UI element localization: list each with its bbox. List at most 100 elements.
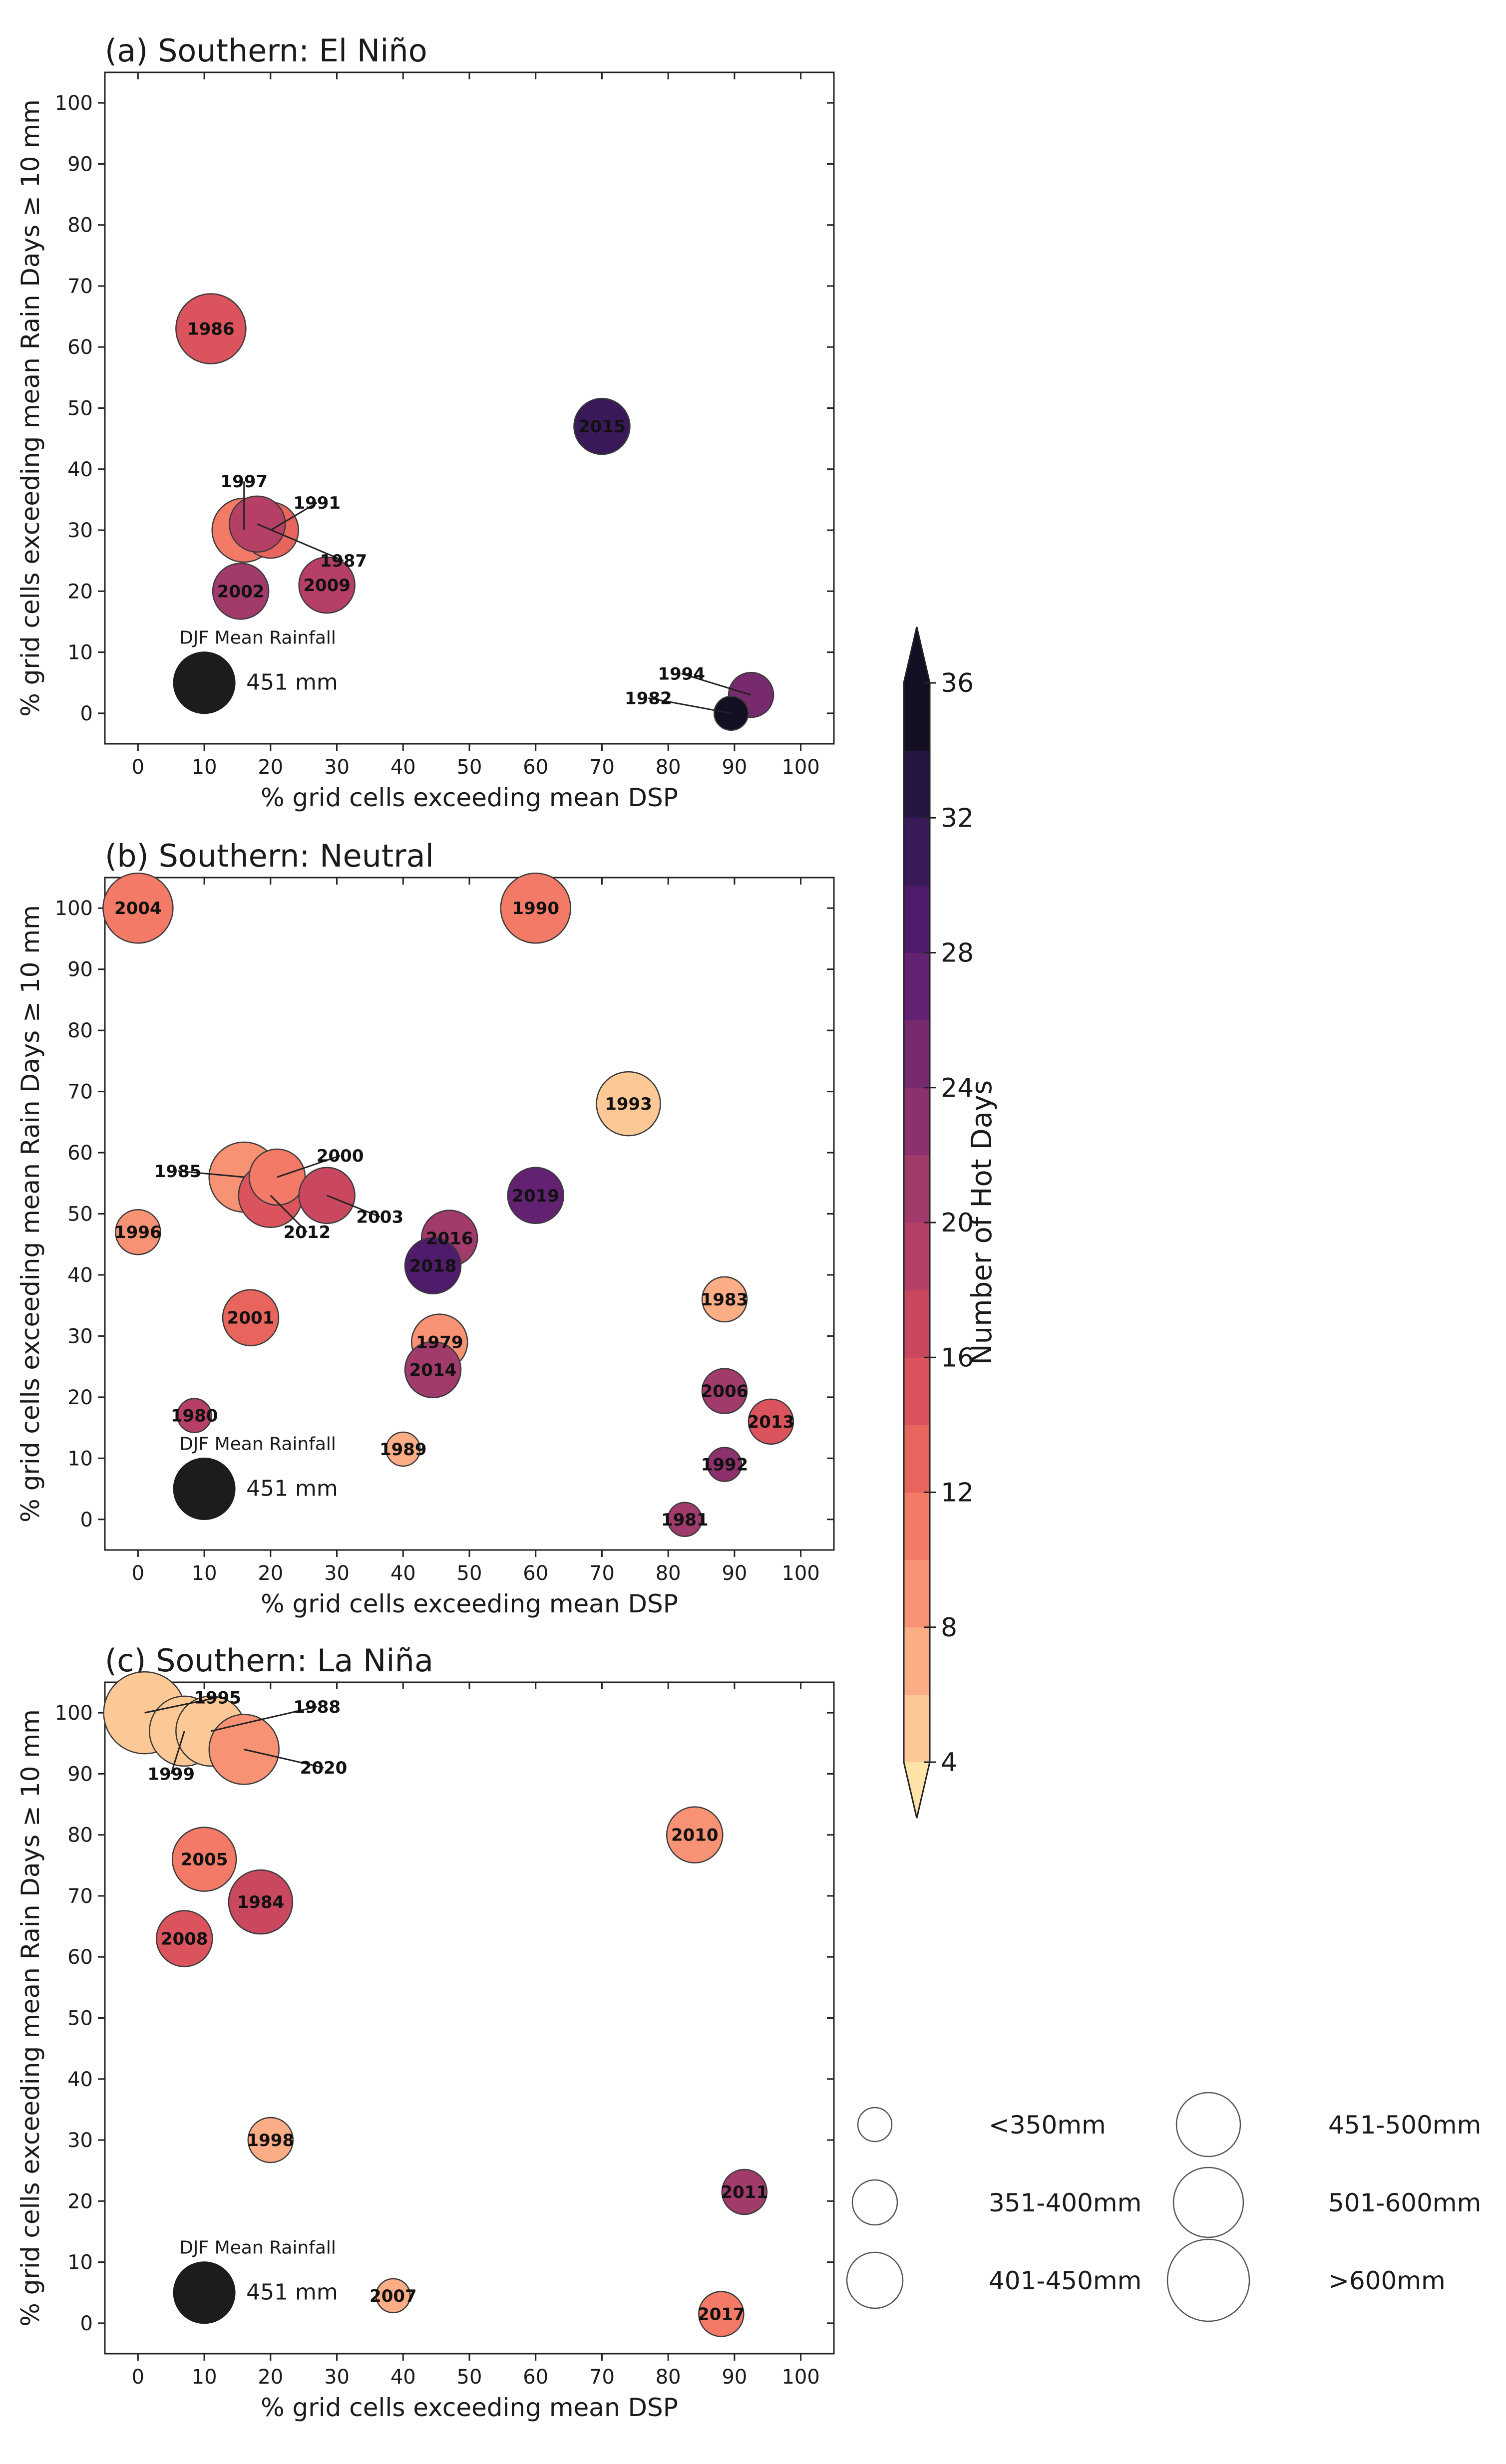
size-legend-marker [857, 2107, 893, 2143]
x-tick-label: 40 [390, 1562, 416, 1585]
bubble-2006 [701, 1368, 748, 1414]
bubble-label: 2017 [698, 2305, 745, 2325]
bubble-label: 1985 [154, 1162, 202, 1182]
bubble-label: 2020 [300, 1758, 348, 1778]
bubble-1990 [500, 872, 571, 944]
y-tick-label: 40 [67, 1264, 93, 1287]
size-legend-label: 451-500mm [1328, 2111, 1481, 2140]
y-tick-label: 30 [67, 1325, 93, 1348]
bubble-2013 [748, 1398, 794, 1445]
leader-line [270, 502, 318, 531]
x-tick-label: 50 [457, 1562, 482, 1585]
y-tick-label: 80 [67, 1824, 93, 1847]
x-tick-label: 10 [192, 756, 217, 779]
bubble-label: 1981 [661, 1510, 709, 1530]
leader-line [170, 1731, 185, 1774]
y-tick-label: 100 [55, 897, 93, 920]
colorbar-segment [904, 1425, 930, 1493]
colorbar-tick-label: 20 [941, 1208, 974, 1238]
y-tick-label: 0 [80, 2312, 93, 2335]
x-tick-label: 40 [390, 2366, 416, 2389]
colorbar-segment [904, 683, 930, 751]
colorbar-segment [904, 1559, 930, 1628]
bubble-label: 1989 [379, 1440, 427, 1460]
y-tick-label: 60 [67, 1946, 93, 1969]
x-tick-label: 50 [457, 2366, 482, 2389]
y-axis-label: % grid cells exceeding mean Rain Days ≥ … [16, 99, 45, 717]
x-tick-label: 60 [523, 2366, 548, 2389]
y-tick-label: 90 [67, 958, 93, 981]
bubble-label: 1979 [416, 1333, 463, 1353]
bubble-label: 1997 [220, 472, 268, 492]
bubble-2017 [698, 2291, 745, 2337]
y-tick-label: 30 [67, 519, 93, 542]
y-tick-label: 20 [67, 2190, 93, 2213]
x-tick-label: 70 [589, 2366, 615, 2389]
x-axis-label: % grid cells exceeding mean DSP [261, 783, 678, 812]
y-tick-label: 0 [80, 1509, 93, 1532]
colorbar-segment [904, 952, 930, 1021]
leader-line [648, 697, 732, 714]
x-tick-label: 80 [656, 756, 681, 779]
y-tick-label: 20 [67, 580, 93, 603]
bubble-label: 1984 [237, 1892, 285, 1912]
leader-line [681, 672, 752, 696]
y-tick-label: 100 [55, 1702, 93, 1725]
x-axis-label: % grid cells exceeding mean DSP [261, 1589, 678, 1618]
bubble-1980 [176, 1398, 212, 1433]
colorbar-tick-label: 24 [941, 1073, 974, 1103]
bubble-label: 2007 [370, 2286, 417, 2306]
colorbar-segment [904, 1357, 930, 1425]
bubble-2011 [721, 2168, 768, 2215]
colorbar-segment [904, 885, 930, 953]
x-tick-label: 30 [324, 756, 350, 779]
panel-2: (b) Southern: Neutral 0 10 20 30 40 50 60 70 80 90… [16, 838, 835, 1618]
leader-line [211, 1706, 318, 1732]
x-tick-label: 20 [258, 756, 283, 779]
bubble-label: 1983 [701, 1290, 749, 1310]
bubble-1986 [175, 293, 247, 364]
bubble-label: 2003 [356, 1208, 403, 1228]
bubble-1992 [707, 1447, 743, 1482]
colorbar-segment [904, 1020, 930, 1088]
bubble-label: 2019 [512, 1186, 559, 1206]
bubble-2009 [298, 556, 356, 614]
x-tick-label: 20 [258, 2366, 283, 2389]
bubble-label: 1994 [658, 664, 705, 684]
bubble-2018 [404, 1237, 462, 1294]
bubble-label: 1996 [114, 1223, 162, 1242]
reference-value: 451 mm [246, 2280, 338, 2305]
colorbar: 4 8 12 16 20 24 28 32 36 Number of Hot Days [903, 626, 998, 1819]
reference-value: 451 mm [246, 1476, 338, 1502]
bubble-2002 [212, 563, 270, 620]
y-axis-label: % grid cells exceeding mean Rain Days ≥ … [16, 1709, 45, 2327]
reference-title: DJF Mean Rainfall [179, 628, 336, 648]
bubble-label: 1995 [194, 1688, 241, 1708]
y-tick-label: 50 [67, 1203, 93, 1226]
y-tick-label: 80 [67, 214, 93, 237]
bubble-label: 2018 [409, 1256, 457, 1276]
colorbar-segment [904, 750, 930, 818]
size-legend-marker [846, 2251, 904, 2309]
bubble-label: 1993 [605, 1094, 652, 1114]
bubble-label: 1980 [171, 1406, 218, 1426]
reference-marker [173, 651, 236, 714]
y-tick-label: 100 [55, 92, 93, 115]
panel-title: (a) Southern: El Niño [105, 32, 427, 69]
x-tick-label: 80 [656, 1562, 681, 1585]
bubble-2005 [171, 1827, 237, 1892]
colorbar-segment [904, 1223, 930, 1290]
bubble-label: 2013 [748, 1412, 795, 1432]
size-legend-label: 401-450mm [989, 2266, 1141, 2295]
colorbar-segment [904, 1694, 930, 1763]
colorbar-segment [904, 818, 930, 886]
bubble-label: 2004 [114, 899, 162, 919]
colorbar-segment [904, 1492, 930, 1560]
bubble-label: 2016 [426, 1229, 473, 1248]
bubble-2008 [156, 1910, 213, 1967]
leader-line [270, 1195, 308, 1233]
bubble-label: 1987 [320, 551, 367, 571]
bubble-1983 [701, 1276, 748, 1323]
y-tick-label: 10 [67, 2251, 93, 2274]
size-legend-marker [1166, 2238, 1250, 2322]
